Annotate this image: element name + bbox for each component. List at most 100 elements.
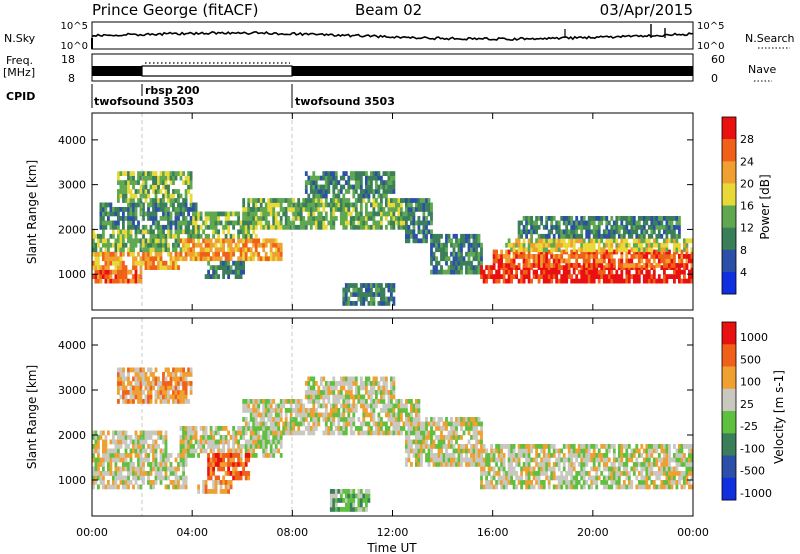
heatmap-cell	[535, 462, 538, 467]
heatmap-cell	[397, 403, 401, 409]
heatmap-cell	[227, 265, 230, 270]
heatmap-cell	[475, 251, 478, 257]
heatmap-cell	[337, 180, 341, 185]
heatmap-cell	[152, 198, 155, 203]
heatmap-cell	[204, 256, 208, 262]
heatmap-cell	[237, 444, 240, 449]
heatmap-cell	[435, 265, 438, 270]
heatmap-cell	[437, 444, 441, 449]
heatmap-cell	[177, 251, 180, 257]
heatmap-cell	[435, 260, 438, 266]
heatmap-cell	[405, 435, 408, 440]
heatmap-cell	[249, 444, 253, 449]
heatmap-cell	[477, 233, 481, 239]
heatmap-cell	[309, 202, 313, 208]
heatmap-cell	[149, 430, 153, 436]
heatmap-cell	[164, 175, 168, 181]
heatmap-cell	[427, 211, 431, 217]
heatmap-cell	[312, 376, 316, 382]
heatmap-cell	[372, 207, 376, 212]
heatmap-cell	[127, 224, 130, 230]
heatmap-cell	[279, 444, 283, 449]
heatmap-cell	[257, 242, 261, 248]
heatmap-cell	[207, 274, 210, 279]
heatmap-cell	[385, 403, 388, 409]
heatmap-cell	[182, 198, 185, 203]
heatmap-cell	[412, 207, 416, 212]
heatmap-cell	[274, 421, 278, 427]
heatmap-cell	[470, 435, 473, 440]
heatmap-cell	[309, 211, 313, 217]
heatmap-cell	[274, 220, 278, 226]
heatmap-cell	[329, 224, 333, 230]
heatmap-cell	[119, 256, 123, 262]
heatmap-cell	[172, 367, 175, 373]
heatmap-cell	[299, 417, 303, 422]
heatmap-cell	[354, 202, 358, 208]
heatmap-cell	[289, 403, 293, 409]
heatmap-cell	[132, 448, 135, 454]
heatmap-cell	[465, 426, 468, 431]
heatmap-cell	[380, 287, 383, 293]
heatmap-cell	[440, 439, 443, 445]
heatmap-cell	[668, 274, 671, 279]
heatmap-cell	[292, 202, 296, 208]
heatmap-cell	[252, 430, 256, 436]
heatmap-cell	[214, 444, 218, 449]
heatmap-cell	[359, 216, 363, 221]
heatmap-cell	[352, 421, 356, 427]
heatmap-cell	[264, 403, 268, 409]
heatmap-cell	[277, 242, 281, 248]
nsky-tick-bottom: 10^0	[61, 41, 88, 52]
heatmap-cell	[262, 426, 266, 431]
heatmap-cell	[294, 202, 298, 208]
heatmap-cell	[650, 220, 654, 226]
heatmap-cell	[327, 220, 331, 226]
heatmap-cell	[387, 189, 391, 194]
heatmap-cell	[162, 202, 165, 208]
heatmap-cell	[117, 381, 120, 386]
heatmap-cell	[455, 233, 458, 239]
heatmap-cell	[407, 417, 411, 422]
heatmap-cell	[480, 444, 483, 449]
heatmap-cell	[510, 247, 513, 253]
heatmap-cell	[122, 278, 125, 284]
heatmap-cell	[557, 242, 561, 248]
heatmap-cell	[332, 171, 336, 176]
heatmap-cell	[239, 229, 243, 235]
heatmap-cell	[212, 444, 215, 449]
heatmap-cell	[595, 466, 599, 472]
heatmap-cell	[375, 211, 378, 217]
heatmap-cell	[352, 202, 356, 208]
heatmap-cell	[685, 247, 689, 253]
heatmap-cell	[229, 211, 233, 217]
heatmap-cell	[147, 430, 150, 436]
heatmap-cell	[114, 462, 118, 467]
heatmap-cell	[114, 274, 118, 279]
heatmap-cell	[154, 390, 158, 395]
heatmap-cell	[557, 484, 561, 490]
heatmap-cell	[562, 233, 566, 239]
heatmap-cell	[642, 254, 646, 259]
heatmap-cell	[252, 229, 256, 235]
heatmap-cell	[492, 258, 496, 264]
heatmap-cell	[217, 216, 220, 221]
heatmap-cell	[184, 189, 188, 194]
heatmap-cell	[349, 403, 353, 409]
heatmap-cell	[455, 242, 458, 248]
heatmap-cell	[485, 274, 488, 279]
heatmap-cell	[380, 211, 383, 217]
heatmap-cell	[277, 224, 281, 230]
heatmap-cell	[410, 462, 413, 467]
heatmap-cell	[500, 263, 503, 268]
heatmap-cell	[602, 480, 606, 485]
heatmap-cell	[92, 265, 95, 270]
heatmap-cell	[612, 220, 616, 226]
heatmap-cell	[547, 238, 551, 244]
heatmap-cell	[410, 211, 413, 217]
heatmap-cell	[92, 475, 95, 481]
heatmap-cell	[334, 193, 338, 199]
heatmap-cell	[212, 251, 215, 257]
heatmap-cell	[380, 202, 383, 208]
